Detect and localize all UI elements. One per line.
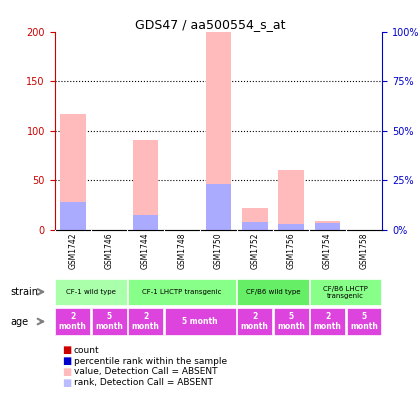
FancyBboxPatch shape xyxy=(237,279,309,305)
Bar xyxy=(133,215,158,230)
Bar xyxy=(60,114,86,230)
FancyBboxPatch shape xyxy=(310,308,345,335)
Bar xyxy=(242,222,268,230)
Text: 5
month: 5 month xyxy=(277,312,305,331)
Bar xyxy=(278,224,304,230)
FancyBboxPatch shape xyxy=(165,308,236,335)
FancyBboxPatch shape xyxy=(346,308,381,335)
Text: value, Detection Call = ABSENT: value, Detection Call = ABSENT xyxy=(74,367,217,376)
Bar xyxy=(315,221,340,230)
Text: 2
month: 2 month xyxy=(241,312,269,331)
Text: GSM1750: GSM1750 xyxy=(214,232,223,268)
FancyBboxPatch shape xyxy=(55,308,90,335)
Bar xyxy=(133,139,158,230)
FancyBboxPatch shape xyxy=(92,308,127,335)
Text: GSM1746: GSM1746 xyxy=(105,232,114,268)
Text: ■: ■ xyxy=(63,356,72,366)
Bar xyxy=(242,208,268,230)
Text: ■: ■ xyxy=(63,367,72,377)
Text: 5
month: 5 month xyxy=(350,312,378,331)
Text: rank, Detection Call = ABSENT: rank, Detection Call = ABSENT xyxy=(74,378,213,387)
Text: age: age xyxy=(10,316,29,327)
Text: GSM1744: GSM1744 xyxy=(141,232,150,268)
Text: CF-1 wild type: CF-1 wild type xyxy=(66,289,116,295)
Text: 5 month: 5 month xyxy=(182,317,218,326)
Bar xyxy=(206,32,231,230)
Bar xyxy=(60,202,86,230)
Text: GSM1752: GSM1752 xyxy=(250,232,259,268)
Text: CF-1 LHCTP transgenic: CF-1 LHCTP transgenic xyxy=(142,289,222,295)
Text: ■: ■ xyxy=(63,377,72,388)
FancyBboxPatch shape xyxy=(55,279,127,305)
Text: 5
month: 5 month xyxy=(95,312,123,331)
FancyBboxPatch shape xyxy=(128,308,163,335)
Text: 2
month: 2 month xyxy=(59,312,87,331)
FancyBboxPatch shape xyxy=(128,279,236,305)
Text: CF/B6 LHCTP
transgenic: CF/B6 LHCTP transgenic xyxy=(323,286,368,299)
Text: GSM1754: GSM1754 xyxy=(323,232,332,268)
Text: GSM1756: GSM1756 xyxy=(287,232,296,268)
Bar xyxy=(315,223,340,230)
FancyBboxPatch shape xyxy=(237,308,272,335)
Bar xyxy=(206,184,231,230)
FancyBboxPatch shape xyxy=(274,308,309,335)
Text: GSM1748: GSM1748 xyxy=(178,232,186,268)
Text: percentile rank within the sample: percentile rank within the sample xyxy=(74,357,227,366)
Text: CF/B6 wild type: CF/B6 wild type xyxy=(246,289,300,295)
Text: 2
month: 2 month xyxy=(314,312,341,331)
Text: strain: strain xyxy=(10,287,39,297)
Bar xyxy=(278,170,304,230)
Text: ■: ■ xyxy=(63,345,72,356)
Text: GSM1742: GSM1742 xyxy=(68,232,77,268)
FancyBboxPatch shape xyxy=(310,279,381,305)
Text: GDS47 / aa500554_s_at: GDS47 / aa500554_s_at xyxy=(135,18,285,31)
Text: GSM1758: GSM1758 xyxy=(360,232,368,268)
Text: 2
month: 2 month xyxy=(131,312,160,331)
Text: count: count xyxy=(74,346,99,355)
